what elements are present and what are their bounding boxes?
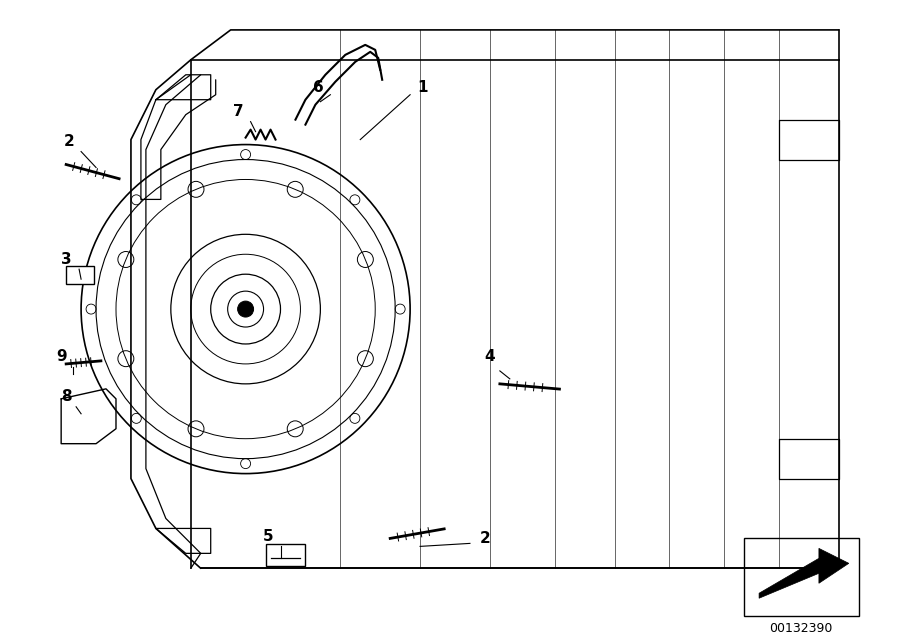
Circle shape xyxy=(238,301,254,317)
Bar xyxy=(66,266,94,284)
Text: 1: 1 xyxy=(417,80,428,95)
Text: 9: 9 xyxy=(56,349,67,364)
Text: 4: 4 xyxy=(484,349,495,364)
Polygon shape xyxy=(759,548,849,598)
Text: 2: 2 xyxy=(64,134,75,149)
Text: 5: 5 xyxy=(263,529,274,544)
Bar xyxy=(266,544,305,566)
Text: 6: 6 xyxy=(313,80,324,95)
Text: 00132390: 00132390 xyxy=(770,621,832,635)
Text: 3: 3 xyxy=(61,252,71,266)
Text: 8: 8 xyxy=(61,389,71,404)
Bar xyxy=(744,539,859,616)
Text: 2: 2 xyxy=(480,531,491,546)
Text: 7: 7 xyxy=(233,104,244,119)
